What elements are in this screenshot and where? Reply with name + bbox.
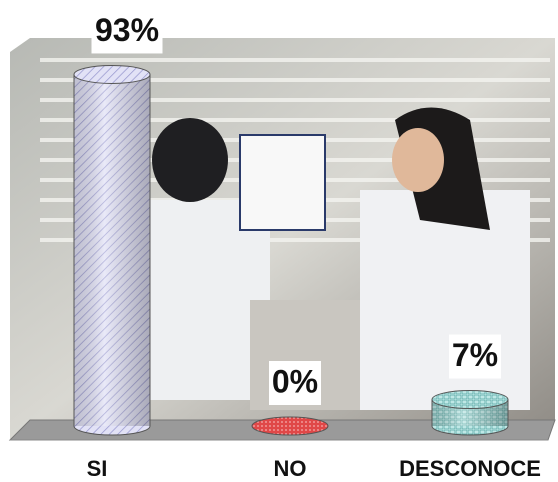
value-label-box	[269, 361, 321, 405]
value-label-box	[91, 9, 163, 54]
value-label: 93%	[95, 12, 159, 48]
cylinder-top	[251, 416, 329, 436]
value-label: 7%	[452, 337, 498, 373]
x-tick-label: SI	[87, 456, 108, 481]
cylinder-top	[431, 390, 509, 410]
cylinder-shade	[74, 74, 150, 427]
x-tick-label: DESCONOCE	[399, 456, 541, 481]
value-label: 0%	[272, 363, 318, 399]
x-tick-label: NO	[274, 456, 307, 481]
cylinder-top	[73, 64, 151, 84]
value-label-box	[449, 334, 501, 379]
